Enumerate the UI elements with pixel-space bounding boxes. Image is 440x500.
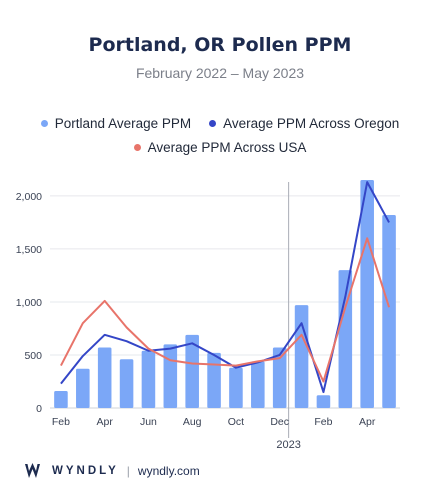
x-tick-label: Feb [52,416,70,428]
bar-5 [163,344,178,408]
legend-label-portland: Portland Average PPM [54,116,192,131]
legend-marker-usa [133,144,141,151]
legend-label-oregon: Average PPM Across Oregon [223,116,400,131]
x-tick-label: Jun [140,416,157,428]
brand-name: WYNDLY [52,465,119,477]
bar-6 [185,334,199,408]
bar-7 [207,352,221,408]
legend-item-usa: Average PPM Across USA [133,140,307,155]
year-label: 2023 [276,439,300,451]
legend-label-usa: Average PPM Across USA [147,140,307,155]
pollen-chart: 0 500 1,000 1,500 2,000 Feb Apr Jun Aug Oct Dec Feb… [16,180,400,451]
legend-marker-oregon [209,120,217,127]
bar-10 [272,347,287,408]
x-tick-label: Aug [183,416,202,428]
bar-8 [229,367,243,408]
x-tick-label: Oct [228,416,244,428]
chart-title: Portland, OR Pollen PPM [88,34,352,56]
bar-3 [119,359,134,408]
bar-12 [316,395,331,408]
bar-2 [97,347,112,408]
bar-11 [294,305,309,408]
x-tick-label: Apr [359,416,376,428]
y-tick-label: 2,000 [16,191,42,203]
chart-subtitle: February 2022 – May 2023 [135,65,305,81]
bar-4 [141,350,156,408]
footer: WYNDLY | wyndly.com [24,462,200,480]
x-tick-label: Apr [97,416,114,428]
legend-row-2: Average PPM Across USA [0,140,440,155]
bar-0 [54,391,68,408]
x-tick-label: Dec [270,416,289,428]
bar-14 [360,180,374,408]
legend-item-oregon: Average PPM Across Oregon [209,116,399,131]
legend-row-1: Portland Average PPM Average PPM Across … [0,116,440,131]
legend-item-portland: Portland Average PPM [40,116,192,131]
bar-1 [76,368,90,408]
bar-9 [251,361,265,408]
footer-separator: | [126,464,130,478]
site-link[interactable]: wyndly.com [137,464,200,478]
x-tick-label: Feb [314,416,332,428]
y-tick-label: 500 [24,350,42,362]
y-tick-label: 1,500 [16,244,42,256]
y-tick-label: 1,000 [16,297,42,309]
bar-13 [338,270,353,408]
line-series-1 [60,237,391,383]
wyndly-logo-icon [25,463,40,478]
bar-15 [382,214,396,408]
y-tick-label: 0 [36,403,42,415]
legend-marker-portland [40,120,48,127]
